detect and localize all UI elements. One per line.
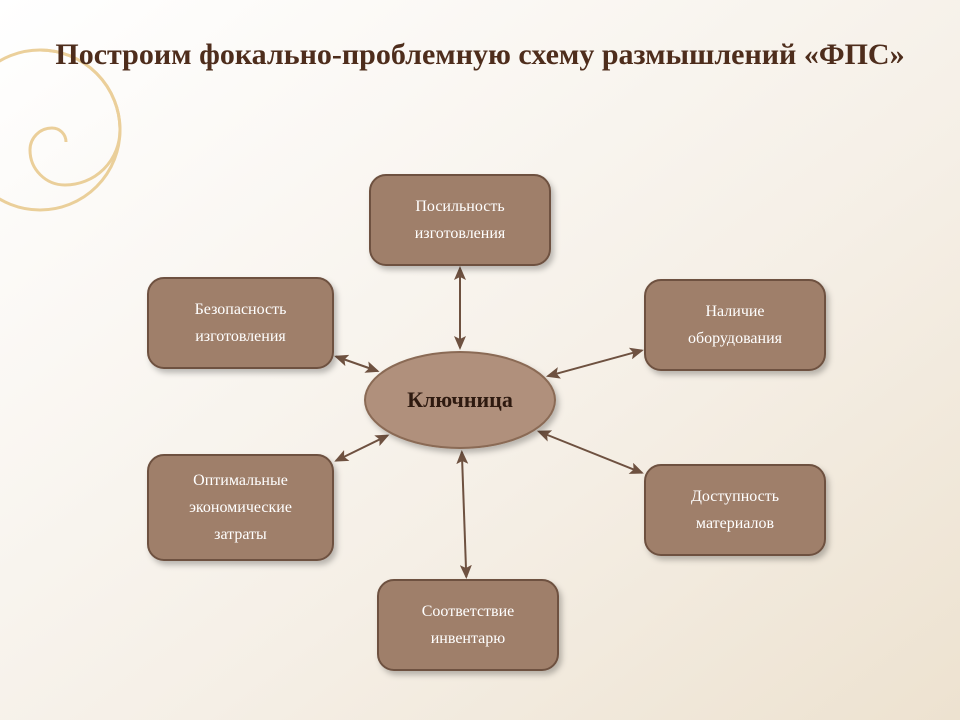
diagram-node: Соответствиеинвентарю (378, 580, 558, 670)
diagram-node: Оптимальныеэкономическиезатраты (148, 455, 333, 560)
diagram-node: Безопасностьизготовления (148, 278, 333, 368)
slide-title: Построим фокально-проблемную схему размы… (0, 35, 960, 74)
slide: Построим фокально-проблемную схему размы… (0, 0, 960, 720)
center-node: Ключница (365, 352, 555, 448)
diagram-node: Посильностьизготовления (370, 175, 550, 265)
diagram-node: Наличиеоборудования (645, 280, 825, 370)
diagram-node: Доступностьматериалов (645, 465, 825, 555)
